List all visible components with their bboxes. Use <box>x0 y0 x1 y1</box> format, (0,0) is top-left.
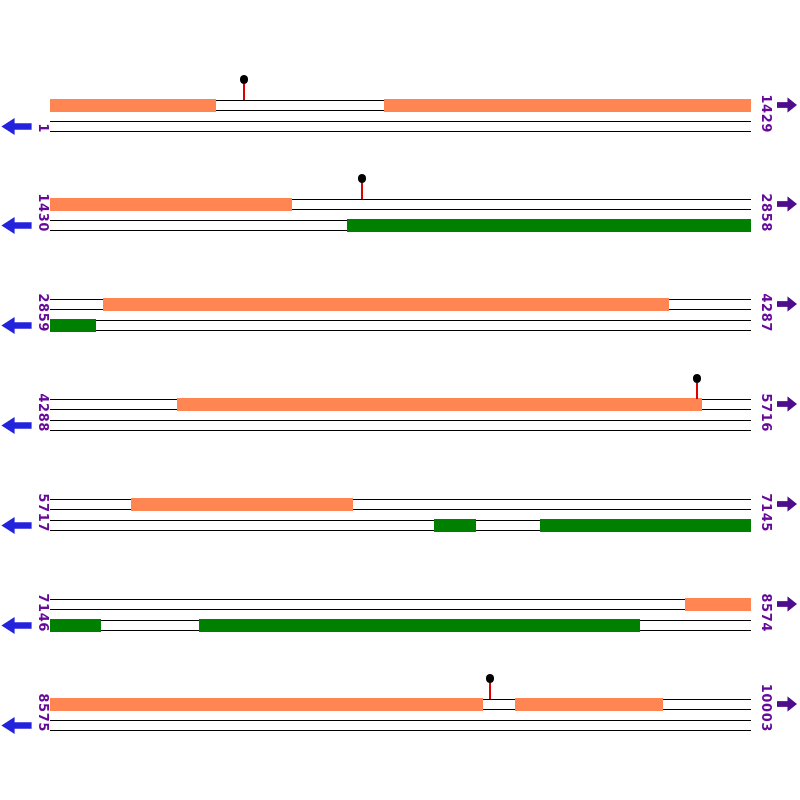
row-start-coordinate: 1 <box>35 123 50 133</box>
right-continuation-arrow-icon[interactable] <box>777 596 797 612</box>
track-line <box>50 609 751 611</box>
site-marker-head-icon <box>239 75 249 84</box>
site-marker[interactable] <box>692 374 702 399</box>
feature-bar-reverse[interactable] <box>50 318 96 332</box>
feature-bar-forward[interactable] <box>685 598 751 611</box>
track-line <box>50 199 751 201</box>
right-continuation-arrow-icon[interactable] <box>777 396 797 412</box>
track-line <box>50 209 751 211</box>
left-arrow-shape <box>1 517 32 534</box>
row-start-coordinate: 2859 <box>35 293 50 332</box>
site-marker-stick <box>696 383 698 399</box>
left-arrow-shape <box>1 118 32 135</box>
track-line <box>50 599 751 601</box>
right-continuation-arrow-icon[interactable] <box>777 97 797 113</box>
feature-bar-forward[interactable] <box>131 498 353 511</box>
feature-bar-reverse[interactable] <box>540 518 751 532</box>
track-line <box>50 320 751 322</box>
track-line <box>50 720 751 722</box>
feature-bar-forward[interactable] <box>103 298 669 311</box>
site-marker-head-icon <box>357 174 367 183</box>
row-end-coordinate: 2858 <box>758 193 773 232</box>
left-arrow-shape <box>1 217 32 234</box>
site-marker-head-icon <box>485 674 495 683</box>
row-start-coordinate: 1430 <box>35 193 50 232</box>
site-marker-head-icon <box>692 374 702 383</box>
left-continuation-arrow-icon[interactable] <box>1 118 32 135</box>
left-arrow-shape <box>1 417 32 434</box>
track-line <box>50 730 751 732</box>
row-end-coordinate: 8574 <box>758 593 773 632</box>
left-continuation-arrow-icon[interactable] <box>1 617 32 634</box>
track-line <box>50 330 751 332</box>
left-arrow-shape <box>1 617 32 634</box>
right-arrow-shape <box>777 496 797 512</box>
feature-bar-forward[interactable] <box>177 398 702 411</box>
right-arrow-shape <box>777 196 797 212</box>
track-line <box>50 509 751 511</box>
right-continuation-arrow-icon[interactable] <box>777 496 797 512</box>
row-end-coordinate: 10003 <box>758 683 773 732</box>
track-line <box>50 430 751 432</box>
row-start-coordinate: 8575 <box>35 693 50 732</box>
site-marker[interactable] <box>357 174 367 199</box>
feature-bar-forward[interactable] <box>50 99 216 112</box>
right-continuation-arrow-icon[interactable] <box>777 296 797 312</box>
feature-bar-forward[interactable] <box>50 698 483 711</box>
track-line <box>50 131 751 133</box>
track-line <box>50 520 751 522</box>
site-marker-stick <box>361 183 363 199</box>
site-marker-stick <box>489 683 491 699</box>
right-arrow-shape <box>777 696 797 712</box>
row-end-coordinate: 7145 <box>758 493 773 532</box>
left-continuation-arrow-icon[interactable] <box>1 317 32 334</box>
left-arrow-shape <box>1 717 32 734</box>
row-end-coordinate: 1429 <box>758 94 773 133</box>
feature-bar-reverse[interactable] <box>50 618 101 632</box>
left-continuation-arrow-icon[interactable] <box>1 217 32 234</box>
right-arrow-shape <box>777 596 797 612</box>
feature-bar-forward[interactable] <box>50 198 292 211</box>
left-continuation-arrow-icon[interactable] <box>1 417 32 434</box>
row-start-coordinate: 4288 <box>35 393 50 432</box>
track-line <box>50 121 751 123</box>
row-end-coordinate: 5716 <box>758 393 773 432</box>
feature-bar-reverse[interactable] <box>434 518 476 532</box>
track-line <box>50 420 751 422</box>
right-continuation-arrow-icon[interactable] <box>777 196 797 212</box>
left-arrow-shape <box>1 317 32 334</box>
right-arrow-shape <box>777 296 797 312</box>
track-line <box>50 499 751 501</box>
right-arrow-shape <box>777 396 797 412</box>
feature-bar-reverse[interactable] <box>347 218 751 232</box>
left-continuation-arrow-icon[interactable] <box>1 517 32 534</box>
site-marker[interactable] <box>485 674 495 699</box>
row-end-coordinate: 4287 <box>758 293 773 332</box>
feature-bar-reverse[interactable] <box>199 618 640 632</box>
right-continuation-arrow-icon[interactable] <box>777 696 797 712</box>
right-arrow-shape <box>777 97 797 113</box>
feature-bar-forward[interactable] <box>515 698 663 711</box>
site-marker[interactable] <box>239 75 249 100</box>
row-start-coordinate: 7146 <box>35 593 50 632</box>
track-line <box>50 530 751 532</box>
row-start-coordinate: 5717 <box>35 493 50 532</box>
site-marker-stick <box>243 84 245 100</box>
feature-bar-forward[interactable] <box>384 99 751 112</box>
left-continuation-arrow-icon[interactable] <box>1 717 32 734</box>
